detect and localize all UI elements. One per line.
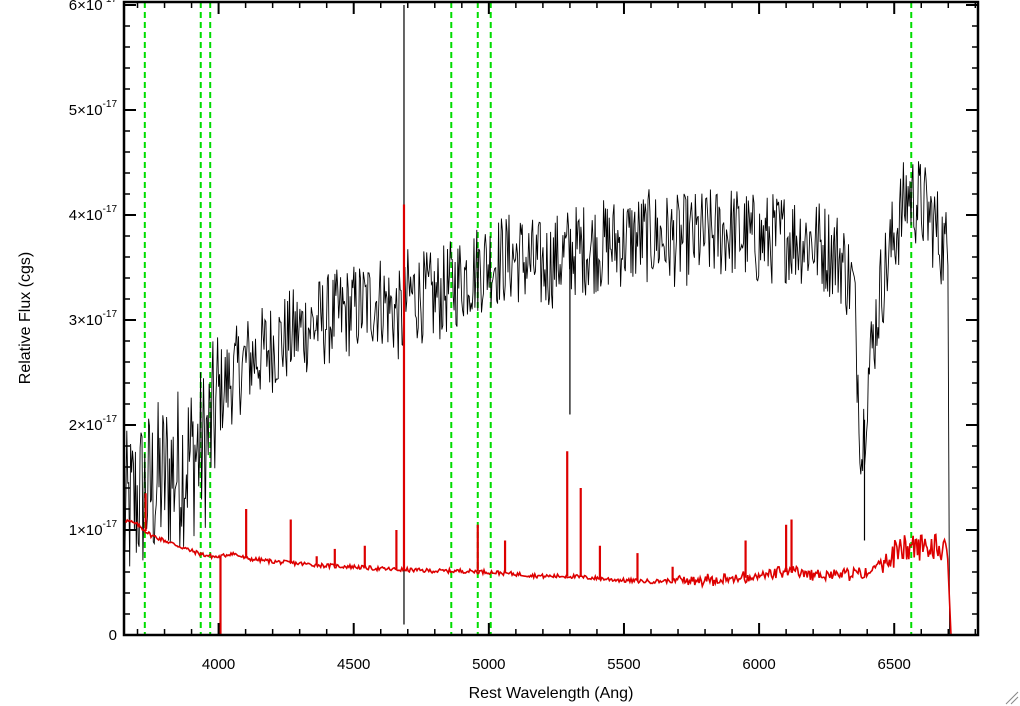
y-tick-label: 1×10-17 — [69, 519, 118, 539]
reference-lines — [143, 2, 913, 635]
x-tick-label: 6000 — [742, 656, 775, 673]
x-tick-label: 5500 — [607, 656, 640, 673]
y-tick-label: 5×10-17 — [69, 99, 118, 119]
tick-marks — [124, 2, 978, 636]
y-tick-label: 3×10-17 — [69, 309, 118, 329]
y-axis-title: Relative Flux (cgs) — [17, 252, 34, 384]
x-axis-title: Rest Wavelength (Ang) — [469, 685, 634, 702]
x-tick-label: 5000 — [472, 656, 505, 673]
resize-grip-icon[interactable] — [1005, 691, 1019, 705]
x-tick-label: 4000 — [202, 656, 235, 673]
x-tick-labels: 4000 4500 5000 5500 6000 6500 — [202, 656, 911, 673]
y-tick-label: 4×10-17 — [69, 204, 118, 224]
plot-frame — [122, 0, 980, 637]
model-spectrum-line — [123, 518, 978, 636]
x-tick-label: 4500 — [337, 656, 370, 673]
observed-spectrum-line — [123, 161, 951, 636]
plot-area — [122, 0, 980, 637]
y-tick-labels: 0 1×10-17 2×10-17 3×10-17 4×10-17 5×10-17 6×10… — [69, 0, 118, 644]
y-tick-label: 0 — [109, 627, 117, 644]
y-tick-label: 2×10-17 — [69, 414, 118, 434]
plot-background — [124, 2, 978, 635]
y-tick-label: 6×10-17 — [69, 0, 118, 14]
series-layer — [123, 5, 978, 636]
x-tick-label: 6500 — [878, 656, 911, 673]
